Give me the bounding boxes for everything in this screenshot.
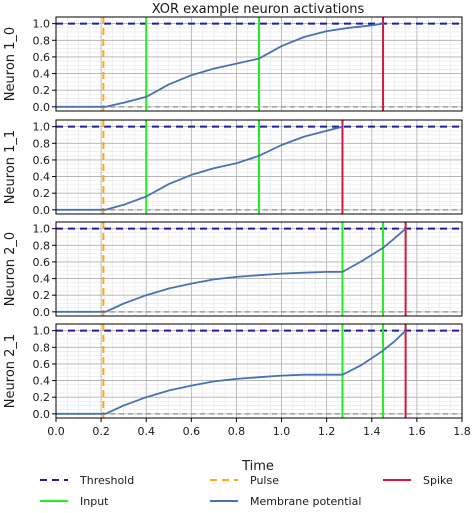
panel-1: 0.0 0.2 0.4 0.6 0.8 1.0 Neuron 1_0 bbox=[3, 16, 463, 114]
y-tick-label: 1.0 bbox=[33, 325, 51, 338]
y-tick-label: 0.2 bbox=[33, 289, 51, 302]
panel-4: 0.0 0.2 0.4 0.6 0.8 1.0 Neuron 2_1 bbox=[3, 323, 463, 421]
y-tick-label: 1.0 bbox=[33, 18, 51, 31]
panel-y-axis-label: Neuron 1_1 bbox=[3, 130, 18, 204]
y-tick-label: 0.8 bbox=[33, 239, 51, 252]
x-tick-label: 1.0 bbox=[273, 425, 291, 438]
x-tick-label: 1.8 bbox=[453, 425, 471, 438]
x-tick-label: 1.4 bbox=[363, 425, 381, 438]
y-tick-label: 0.4 bbox=[33, 273, 51, 286]
y-tick-label: 0.4 bbox=[33, 171, 51, 184]
panel-frame bbox=[55, 323, 463, 419]
x-tick-label: 0.8 bbox=[228, 425, 246, 438]
membrane-potential-line bbox=[56, 330, 407, 415]
y-tick-label: 0.2 bbox=[33, 187, 51, 200]
legend-label: Input bbox=[80, 495, 109, 508]
panel-frame bbox=[55, 221, 463, 317]
legend: Threshold Pulse Spike Input Membrane potenti… bbox=[40, 474, 453, 508]
y-tick-label: 0.4 bbox=[33, 68, 51, 81]
x-tick-label: 0.2 bbox=[92, 425, 110, 438]
y-tick-label: 0.6 bbox=[33, 51, 51, 64]
panel-3: 0.0 0.2 0.4 0.6 0.8 1.0 Neuron 2_0 bbox=[3, 221, 463, 319]
y-tick-label: 0.6 bbox=[33, 256, 51, 269]
y-tick-label: 0.0 bbox=[33, 306, 51, 319]
x-axis-label: Time bbox=[241, 459, 274, 474]
x-tick-label: 0.4 bbox=[137, 425, 155, 438]
legend-label: Threshold bbox=[79, 474, 134, 487]
panel-y-axis-label: Neuron 2_0 bbox=[3, 232, 18, 306]
y-tick-label: 0.0 bbox=[33, 408, 51, 421]
chart-title: XOR example neuron activations bbox=[152, 2, 365, 17]
membrane-potential-line bbox=[56, 228, 407, 313]
x-axis: 0.0 0.2 0.4 0.6 0.8 1.0 1.2 1.4 1.6 1.8 bbox=[47, 418, 471, 438]
y-tick-label: 0.4 bbox=[33, 375, 51, 388]
y-tick-label: 0.2 bbox=[33, 391, 51, 404]
y-tick-label: 0.2 bbox=[33, 84, 51, 97]
x-tick-label: 0.0 bbox=[47, 425, 65, 438]
y-tick-label: 0.0 bbox=[33, 204, 51, 217]
panel-2: 0.0 0.2 0.4 0.6 0.8 1.0 Neuron 1_1 bbox=[3, 119, 463, 217]
y-tick-label: 0.8 bbox=[33, 341, 51, 354]
panel-frame bbox=[55, 119, 463, 215]
y-tick-label: 0.8 bbox=[33, 137, 51, 150]
panel-frame bbox=[55, 16, 463, 112]
y-tick-label: 0.6 bbox=[33, 154, 51, 167]
panel-y-axis-label: Neuron 2_1 bbox=[3, 334, 18, 408]
x-tick-label: 1.2 bbox=[318, 425, 336, 438]
y-tick-label: 0.8 bbox=[33, 34, 51, 47]
x-tick-label: 0.6 bbox=[183, 425, 201, 438]
legend-label: Membrane potential bbox=[250, 495, 361, 508]
panels: 0.0 0.2 0.4 0.6 0.8 1.0 Neuron 1_0 0.0 0.2 0.4 0.6… bbox=[3, 16, 463, 421]
membrane-potential-line bbox=[56, 125, 343, 211]
legend-label: Spike bbox=[423, 474, 453, 487]
y-tick-label: 1.0 bbox=[33, 121, 51, 134]
panel-y-axis-label: Neuron 1_0 bbox=[3, 27, 18, 101]
y-tick-label: 1.0 bbox=[33, 223, 51, 236]
membrane-potential-line bbox=[56, 22, 384, 108]
y-tick-label: 0.6 bbox=[33, 358, 51, 371]
y-tick-label: 0.0 bbox=[33, 101, 51, 114]
x-tick-label: 1.6 bbox=[408, 425, 426, 438]
legend-label: Pulse bbox=[250, 474, 279, 487]
